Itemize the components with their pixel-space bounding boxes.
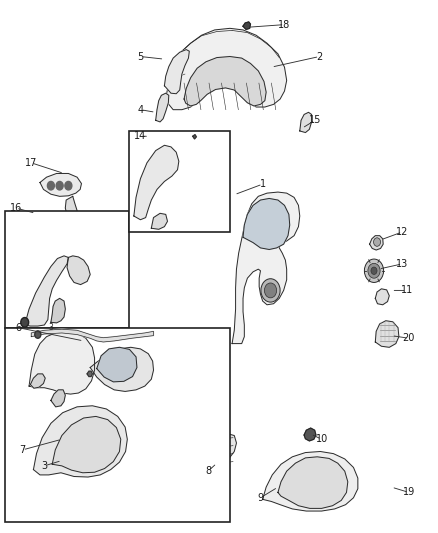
- Text: 1: 1: [260, 179, 266, 189]
- Polygon shape: [300, 112, 311, 133]
- Bar: [5, 211, 130, 328]
- Polygon shape: [166, 28, 287, 110]
- Polygon shape: [370, 236, 383, 250]
- Text: 2: 2: [316, 52, 322, 61]
- Polygon shape: [134, 146, 179, 220]
- Circle shape: [65, 181, 72, 190]
- Text: 9: 9: [258, 492, 264, 503]
- Polygon shape: [51, 298, 65, 323]
- Text: 18: 18: [279, 20, 291, 30]
- Polygon shape: [29, 332, 95, 394]
- Polygon shape: [30, 374, 45, 388]
- Bar: [5, 328, 230, 522]
- Text: 5: 5: [137, 52, 144, 61]
- Circle shape: [364, 259, 384, 282]
- Text: 4: 4: [138, 104, 144, 115]
- Text: 8: 8: [205, 466, 211, 476]
- Polygon shape: [375, 321, 399, 348]
- Text: 12: 12: [396, 227, 409, 237]
- Text: 3: 3: [49, 324, 53, 333]
- Circle shape: [371, 267, 377, 274]
- Polygon shape: [243, 198, 290, 249]
- Polygon shape: [278, 457, 348, 508]
- Polygon shape: [155, 93, 169, 122]
- Text: 6: 6: [15, 322, 21, 333]
- Text: 14: 14: [134, 131, 147, 141]
- Circle shape: [368, 263, 380, 278]
- Text: 15: 15: [309, 115, 321, 125]
- Polygon shape: [208, 434, 237, 470]
- Polygon shape: [52, 416, 121, 473]
- Circle shape: [261, 279, 280, 302]
- Polygon shape: [67, 256, 90, 285]
- Text: 17: 17: [25, 158, 37, 168]
- Text: 19: 19: [403, 488, 415, 497]
- Bar: [130, 131, 230, 232]
- Text: 11: 11: [401, 286, 413, 295]
- Polygon shape: [263, 451, 358, 511]
- Polygon shape: [51, 390, 65, 407]
- Polygon shape: [40, 173, 81, 196]
- Polygon shape: [31, 329, 153, 342]
- Polygon shape: [232, 192, 300, 344]
- Polygon shape: [304, 428, 316, 441]
- Polygon shape: [375, 289, 389, 305]
- Polygon shape: [90, 348, 153, 391]
- Polygon shape: [243, 22, 251, 29]
- Circle shape: [374, 238, 381, 246]
- Text: 3: 3: [41, 461, 47, 471]
- Polygon shape: [184, 56, 266, 106]
- Text: 20: 20: [403, 333, 415, 343]
- Polygon shape: [65, 196, 77, 217]
- Polygon shape: [164, 50, 189, 94]
- Text: 16: 16: [10, 203, 22, 213]
- Polygon shape: [151, 213, 167, 229]
- Text: 7: 7: [19, 445, 26, 455]
- Circle shape: [21, 318, 28, 327]
- Polygon shape: [193, 135, 196, 139]
- Circle shape: [35, 331, 41, 338]
- Text: 13: 13: [396, 259, 409, 269]
- Circle shape: [47, 181, 54, 190]
- Circle shape: [56, 181, 63, 190]
- Polygon shape: [87, 371, 92, 376]
- Circle shape: [265, 283, 277, 298]
- Polygon shape: [25, 256, 68, 326]
- Text: 10: 10: [315, 434, 328, 445]
- Polygon shape: [97, 348, 137, 382]
- Polygon shape: [33, 406, 127, 477]
